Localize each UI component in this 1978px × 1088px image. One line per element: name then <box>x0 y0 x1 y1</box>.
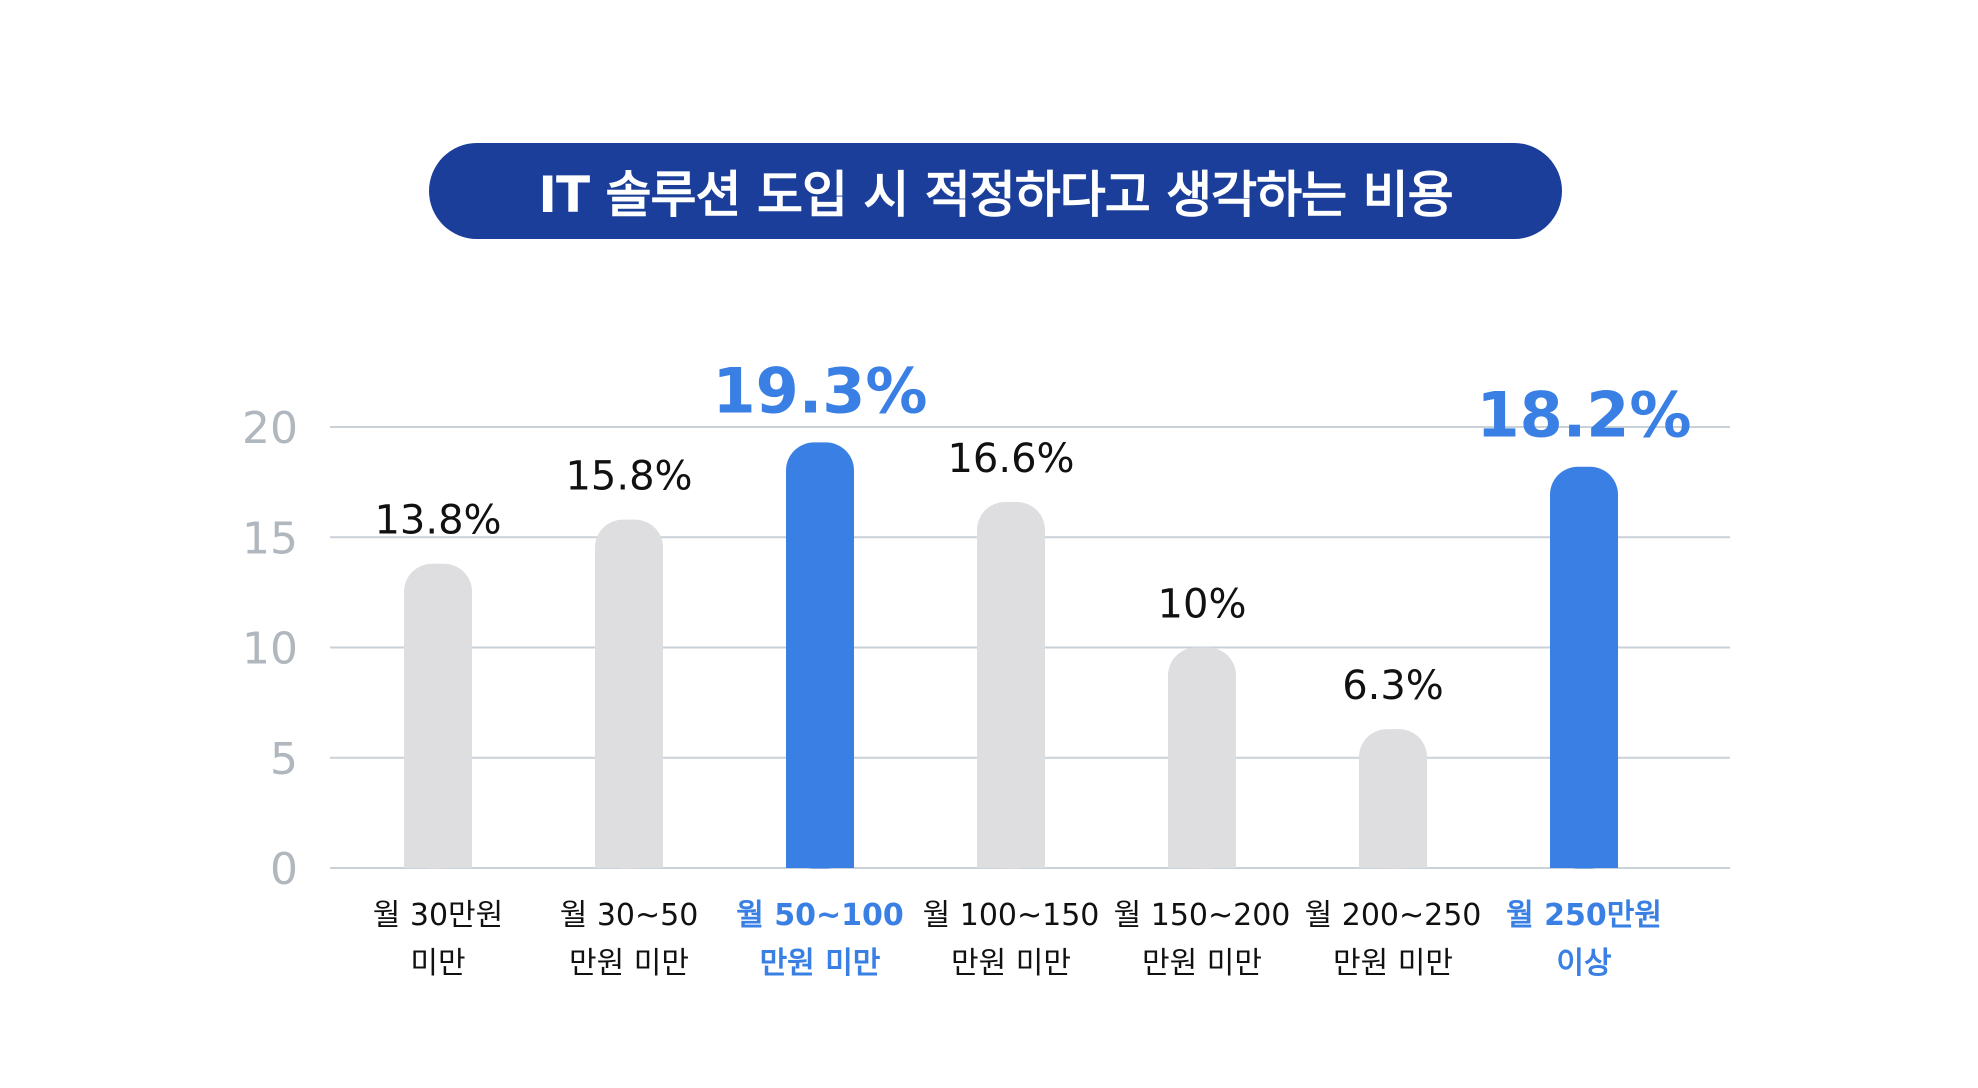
x-tick-label: 미만 <box>410 946 465 981</box>
data-label: 13.8% <box>374 498 501 544</box>
bar <box>786 442 854 869</box>
bar <box>1550 466 1618 869</box>
y-tick-label: 0 <box>270 844 298 895</box>
y-tick-label: 5 <box>270 734 298 785</box>
data-label: 16.6% <box>947 436 1074 482</box>
x-tick-label: 만원 미만 <box>951 946 1071 981</box>
bar <box>1359 729 1427 869</box>
bar-base <box>1550 838 1618 868</box>
x-tick-label: 만원 미만 <box>569 946 689 981</box>
chart-title-banner: IT 솔루션 도입 시 적정하다고 생각하는 비용 <box>429 143 1562 239</box>
x-tick-label: 월 30~50 <box>560 898 699 933</box>
y-tick-label: 20 <box>242 403 298 454</box>
bar-base <box>786 838 854 868</box>
chart-title: IT 솔루션 도입 시 적정하다고 생각하는 비용 <box>538 166 1453 224</box>
x-tick-label: 월 50~100 <box>736 898 904 933</box>
bar <box>404 563 472 869</box>
x-tick-label: 만원 미만 <box>1142 946 1262 981</box>
data-label: 10% <box>1158 582 1247 628</box>
x-tick-label: 만원 미만 <box>760 946 881 981</box>
x-tick-label: 월 30만원 <box>373 898 504 933</box>
bar-base <box>1168 838 1236 868</box>
data-label: 15.8% <box>565 454 692 500</box>
bar-base <box>1359 838 1427 868</box>
y-tick-label: 10 <box>242 624 298 675</box>
bar-base <box>404 838 472 868</box>
x-tick-label: 월 150~200 <box>1114 898 1291 933</box>
x-tick-label: 월 100~150 <box>923 898 1100 933</box>
data-label: 19.3% <box>712 354 927 427</box>
bar-base <box>977 838 1045 868</box>
x-tick-label: 월 250만원 <box>1506 898 1662 933</box>
bar <box>977 501 1045 869</box>
x-tick-label: 월 200~250 <box>1305 898 1482 933</box>
x-tick-label: 이상 <box>1556 946 1612 981</box>
data-label: 6.3% <box>1342 663 1444 709</box>
data-label: 18.2% <box>1476 379 1691 452</box>
x-tick-label: 만원 미만 <box>1333 946 1453 981</box>
bar <box>595 519 663 869</box>
bar <box>1168 647 1236 869</box>
bar-base <box>595 838 663 868</box>
y-tick-label: 15 <box>242 513 298 564</box>
